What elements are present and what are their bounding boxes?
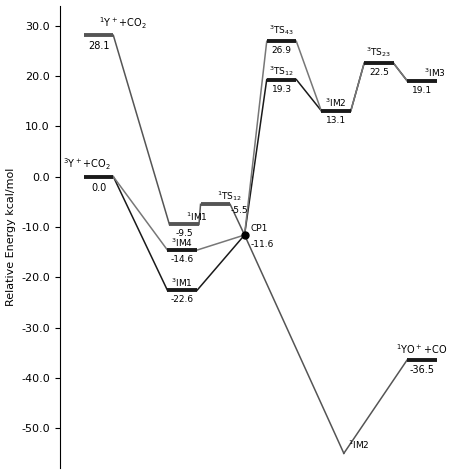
- Text: $^1$IM1: $^1$IM1: [186, 210, 208, 223]
- Text: 19.1: 19.1: [411, 85, 432, 94]
- Text: -5.5: -5.5: [231, 206, 248, 215]
- Text: $^3$IM4: $^3$IM4: [171, 236, 193, 248]
- Text: $^1$TS$_{12}$: $^1$TS$_{12}$: [217, 189, 242, 203]
- Text: -11.6: -11.6: [250, 240, 274, 249]
- Text: -22.6: -22.6: [171, 295, 194, 304]
- Text: 19.3: 19.3: [272, 84, 292, 93]
- Text: 0.0: 0.0: [91, 182, 106, 192]
- Text: 26.9: 26.9: [272, 46, 292, 55]
- Text: $^3$IM3: $^3$IM3: [424, 67, 446, 79]
- Text: $^3$TS$_{43}$: $^3$TS$_{43}$: [269, 23, 294, 37]
- Text: 13.1: 13.1: [326, 116, 346, 125]
- Text: $^3$TS$_{23}$: $^3$TS$_{23}$: [366, 45, 392, 59]
- Text: $^3$Y$^+$+CO$_2$: $^3$Y$^+$+CO$_2$: [64, 156, 111, 172]
- Text: 28.1: 28.1: [88, 41, 109, 51]
- Text: -9.5: -9.5: [175, 229, 193, 238]
- Text: $^1$YO$^+$+CO: $^1$YO$^+$+CO: [396, 342, 447, 356]
- Text: $^1$Y$^+$+CO$_2$: $^1$Y$^+$+CO$_2$: [99, 15, 146, 31]
- Text: CP1: CP1: [250, 225, 268, 234]
- Text: $^1$IM2: $^1$IM2: [348, 438, 369, 451]
- Text: -14.6: -14.6: [171, 255, 194, 264]
- Text: -36.5: -36.5: [409, 365, 434, 375]
- Text: $^3$IM1: $^3$IM1: [172, 276, 193, 289]
- Text: $^3$TS$_{12}$: $^3$TS$_{12}$: [269, 64, 294, 78]
- Text: 22.5: 22.5: [369, 68, 389, 77]
- Text: $^3$IM2: $^3$IM2: [325, 97, 347, 109]
- Y-axis label: Relative Energy kcal/mol: Relative Energy kcal/mol: [6, 168, 16, 306]
